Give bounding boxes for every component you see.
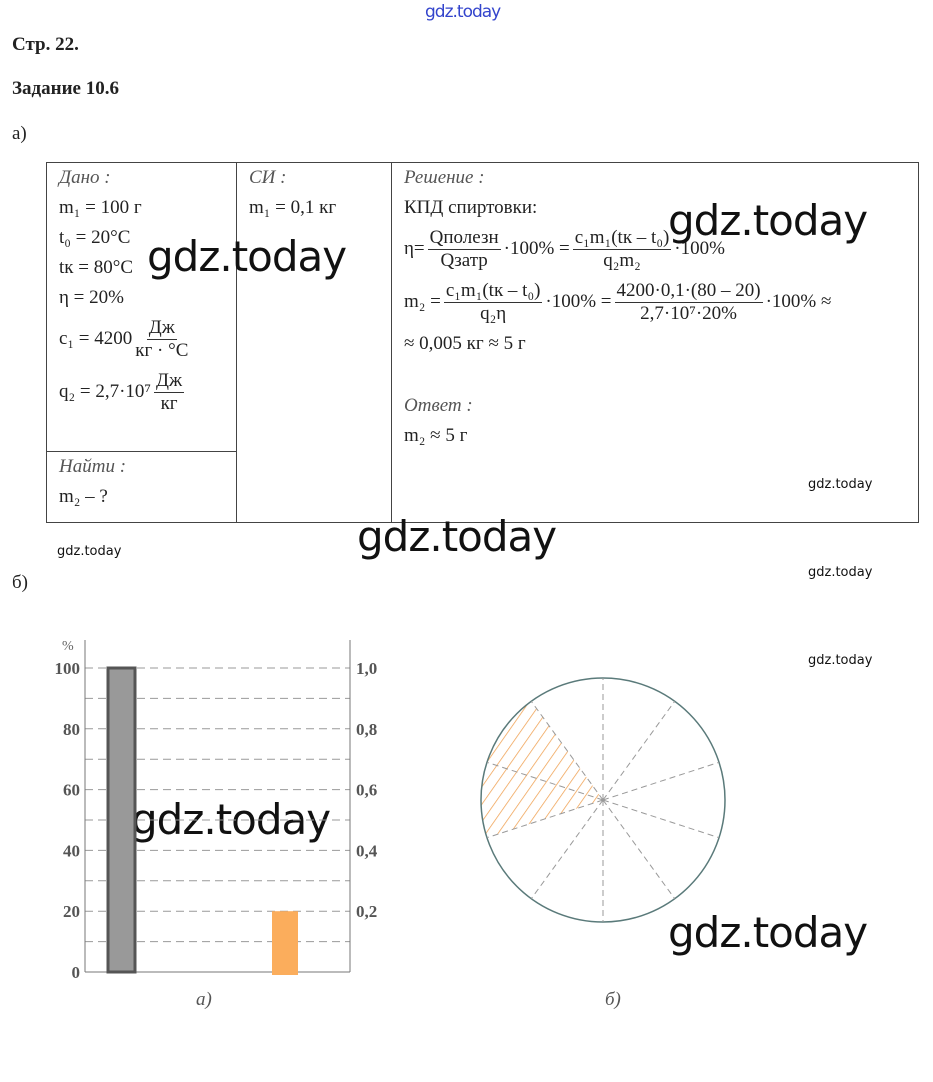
watermark: gdz.today — [808, 653, 873, 668]
si-title: СИ : — [249, 167, 287, 188]
left-tick-label: 0 — [72, 963, 81, 982]
given-c1: c₁ = 4200 — [59, 327, 133, 349]
watermark: gdz.today — [147, 232, 347, 281]
charts: % 0 20 40 60 80 100 0,2 0,4 0,6 0,8 1,0 а) б) — [55, 639, 726, 1010]
eq-part: η= — [404, 237, 425, 259]
watermark-top: gdz.today — [425, 2, 501, 22]
watermark: gdz.today — [668, 908, 868, 957]
si-cell: СИ : m₁ = 0,1 кг — [236, 162, 392, 523]
right-tick-label: 0,6 — [356, 781, 377, 800]
left-tick-label: 20 — [63, 902, 80, 921]
bar — [272, 911, 298, 975]
solution-title: Решение : — [404, 167, 485, 188]
right-tick-label: 0,2 — [356, 902, 377, 921]
si-value: m₁ = 0,1 кг — [249, 197, 337, 218]
sector-divider — [602, 701, 676, 801]
unit-num: Дж — [146, 317, 177, 340]
given-title: Дано : — [59, 167, 111, 188]
given-line: m₁ = 100 г — [59, 197, 142, 218]
sector-divider — [486, 799, 604, 839]
y-unit-label: % — [62, 639, 74, 654]
eq-num: c₁m₁(tк – t₀) — [572, 227, 672, 250]
eq-den: 2,7·10⁷·20% — [640, 303, 737, 324]
bar-caption: а) — [196, 989, 212, 1010]
eq-num: c₁m₁(tк – t₀) — [443, 280, 543, 303]
bar — [106, 666, 137, 974]
right-tick-label: 1,0 — [356, 659, 377, 678]
bar-chart: % 0 20 40 60 80 100 0,2 0,4 0,6 0,8 1,0 а) — [55, 639, 378, 1010]
given-line: t₀ = 20°C — [59, 227, 131, 248]
given-cell: Дано : m₁ = 100 г t₀ = 20°C tк = 80°C η … — [46, 162, 237, 452]
page-number: Стр. 22. — [12, 34, 79, 55]
answer-value: m₂ ≈ 5 г — [404, 425, 468, 446]
sector-divider — [602, 799, 676, 899]
solution-table: Дано : m₁ = 100 г t₀ = 20°C tк = 80°C η … — [46, 162, 919, 523]
find-cell: Найти : m₂ – ? — [46, 451, 237, 523]
unit-den: кг — [160, 393, 178, 414]
left-tick-label: 100 — [55, 659, 81, 678]
unit-num: Дж — [154, 370, 185, 393]
equation-efficiency: η= Qполезн Qзатр ·100% = c₁m₁(tк – t₀) q₂m₂ ·1… — [404, 227, 906, 272]
eq-part: ·100% — [674, 237, 725, 259]
given-q2: q₂ = 2,7·10⁷ — [59, 380, 152, 402]
sector-divider — [602, 761, 720, 801]
eq-part: ·100% = — [545, 290, 612, 312]
watermark: gdz.today — [808, 477, 873, 492]
sector-divider — [486, 761, 604, 801]
pie-chart: б) — [480, 677, 726, 1010]
given-line: tк = 80°C — [59, 257, 133, 278]
given-line: η = 20% — [59, 287, 124, 308]
eq-num: Qполезн — [427, 227, 501, 250]
right-tick-label: 0,4 — [356, 841, 378, 860]
left-tick-label: 40 — [63, 841, 80, 860]
part-b-label: б) — [12, 572, 28, 593]
answer-title: Ответ : — [404, 395, 473, 416]
watermark: gdz.today — [808, 565, 873, 580]
eq-part: ·100% = — [503, 237, 570, 259]
task-title: Задание 10.6 — [12, 78, 119, 99]
equation-mass: m₂ = c₁m₁(tк – t₀) q₂η ·100% = 4200·0,1·(80 … — [404, 280, 906, 325]
highlighted-sector — [481, 701, 603, 838]
watermark: gdz.today — [57, 544, 122, 559]
solution-cell: Решение : КПД спиртовки: η= Qполезн Qзатр ·… — [391, 162, 919, 523]
right-tick-label: 0,8 — [356, 720, 377, 739]
eq-den: q₂η — [480, 303, 507, 324]
find-value: m₂ – ? — [59, 486, 108, 507]
sector-divider — [530, 701, 604, 801]
solution-line: КПД спиртовки: — [404, 197, 538, 218]
eq-part: m₂ = — [404, 290, 441, 312]
find-title: Найти : — [59, 456, 127, 477]
left-tick-label: 60 — [63, 781, 80, 800]
eq-den: q₂m₂ — [603, 250, 641, 271]
eq-num: 4200·0,1·(80 – 20) — [614, 280, 763, 303]
eq-part: ·100% ≈ — [765, 290, 832, 312]
part-a-label: а) — [12, 123, 27, 144]
left-tick-label: 80 — [63, 720, 80, 739]
sector-divider — [602, 799, 720, 839]
watermark: gdz.today — [357, 512, 557, 561]
solution-result: ≈ 0,005 кг ≈ 5 г — [404, 333, 526, 354]
pie-caption: б) — [605, 989, 621, 1010]
eq-den: Qзатр — [440, 250, 488, 271]
watermark: gdz.today — [668, 196, 868, 245]
unit-den: кг · °C — [135, 340, 189, 361]
sector-divider — [530, 799, 604, 899]
